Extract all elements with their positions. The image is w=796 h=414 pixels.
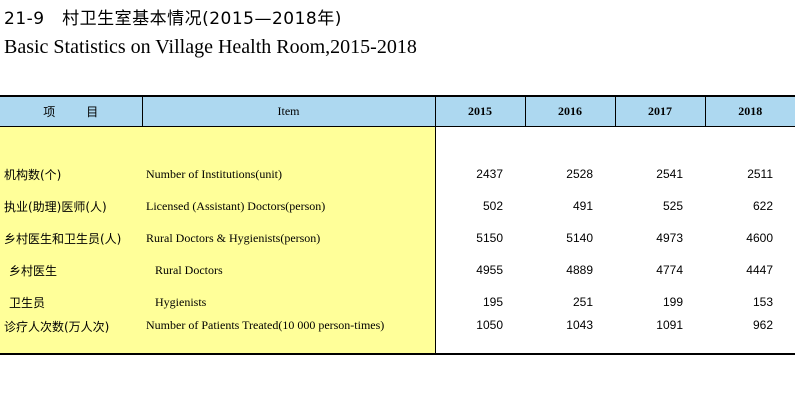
row-label-english: Rural Doctors & Hygienists(person) [142,222,436,254]
value-cell-2016: 491 [572,199,593,213]
table-title-english: Basic Statistics on Village Health Room,… [4,36,417,58]
value-cell-2016: 251 [572,295,593,309]
value-cell-2015: 1050 [435,318,525,355]
value-cell-2015: 502 [482,199,503,213]
table-title-chinese: 21-9 村卫生室基本情况(2015—2018年) [4,9,342,29]
row-label-chinese: 执业(助理)医师(人) [0,190,142,222]
value-cell-2015: 4955 [476,263,503,277]
table-row: 乡村医生 Rural Doctors 4955 4889 4774 4447 [0,254,795,286]
spacer-row [0,126,795,158]
value-cell-2017: 4973 [656,231,683,245]
value-cell-2018: 622 [752,199,773,213]
header-item-english: Item [141,95,435,127]
header-year-2016: 2016 [524,95,615,127]
value-cell-2017: 1091 [615,318,705,355]
row-label-english: Rural Doctors [142,254,436,286]
value-cell-2017: 2541 [656,167,683,181]
table-row: 机构数(个) Number of Institutions(unit) 2437 25… [0,158,795,190]
table-row: 乡村医生和卫生员(人) Rural Doctors & Hygienists(pe… [0,222,795,254]
row-label-chinese: 乡村医生和卫生员(人) [0,222,142,254]
value-cell-2018: 2511 [747,167,773,181]
table-row: 执业(助理)医师(人) Licensed (Assistant) Doctors(… [0,190,795,222]
header-year-2015: 2015 [434,95,525,127]
table-row: 卫生员 Hygienists 195 251 199 153 [0,286,795,318]
row-label-chinese: 机构数(个) [0,158,142,190]
value-cell-2017: 525 [662,199,683,213]
row-label-english: Licensed (Assistant) Doctors(person) [142,190,436,222]
header-year-2018: 2018 [704,95,795,127]
header-row: 项 目 Item 2015 2016 2017 2018 [0,95,795,127]
row-label-chinese: 诊疗人次数(万人次) [0,318,142,355]
value-cell-2018: 153 [752,295,773,309]
header-year-2017: 2017 [614,95,705,127]
statistics-table: 项 目 Item 2015 2016 2017 2018 机构数(个) Numbe… [0,95,795,355]
header-item-chinese: 项 目 [0,95,142,127]
value-cell-2015: 2437 [476,167,503,181]
value-cell-2017: 199 [662,295,683,309]
row-label-chinese: 乡村医生 [0,254,142,286]
value-cell-2018: 4600 [746,231,773,245]
value-cell-2016: 1043 [525,318,615,355]
value-cell-2016: 2528 [566,167,593,181]
value-cell-2018: 4447 [746,263,773,277]
row-label-english: Number of Patients Treated(10 000 person… [142,318,436,355]
value-cell-2018: 962 [705,318,795,355]
value-cell-2015: 5150 [476,231,503,245]
value-cell-2016: 4889 [566,263,593,277]
table-row: 诊疗人次数(万人次) Number of Patients Treated(10 … [0,318,795,355]
value-cell-2016: 5140 [566,231,593,245]
value-cell-2017: 4774 [656,263,683,277]
row-label-english: Hygienists [142,286,436,318]
row-label-english: Number of Institutions(unit) [142,158,436,190]
row-label-chinese: 卫生员 [0,286,142,318]
value-cell-2015: 195 [482,295,503,309]
